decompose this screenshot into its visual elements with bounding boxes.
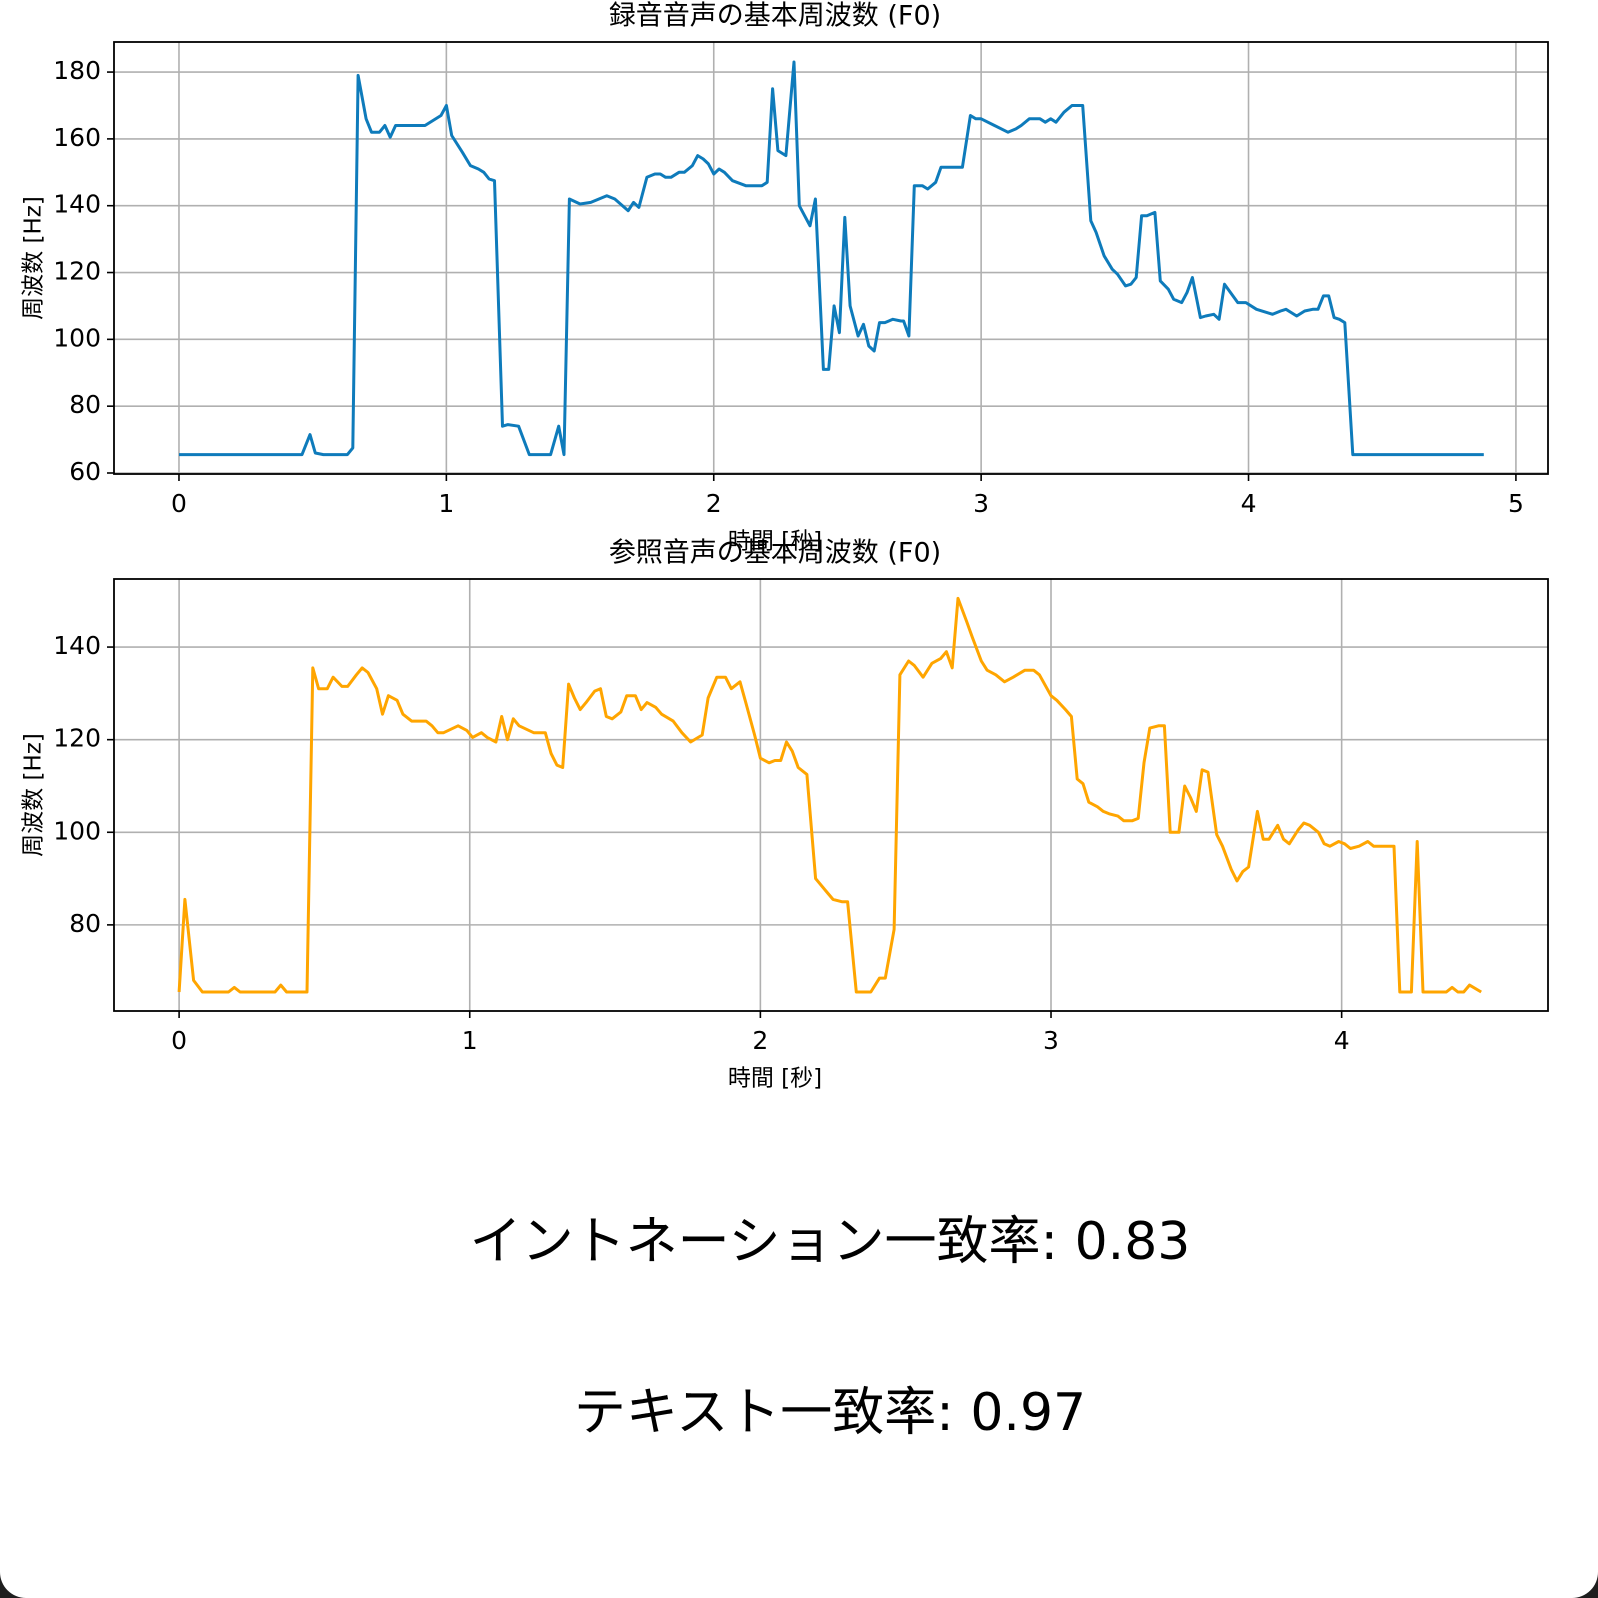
y-tick-label: 80	[69, 909, 101, 938]
y-tick-label: 60	[69, 457, 101, 486]
y-tick-label: 140	[53, 631, 101, 660]
x-tick-label: 4	[1241, 489, 1257, 518]
x-tick-label: 0	[171, 1026, 187, 1055]
y-tick-label: 120	[53, 257, 101, 286]
plot-frame	[113, 578, 1549, 1012]
x-tick-label: 2	[752, 1026, 768, 1055]
y-tick-label: 100	[53, 323, 101, 352]
x-tick-label: 1	[462, 1026, 478, 1055]
intonation-score: イントネーション一致率: 0.83	[470, 1212, 1191, 1272]
x-axis-label: 時間 [秒]	[728, 1066, 822, 1092]
chart-title: 録音音声の基本周波数 (F0)	[609, 1, 941, 32]
f0-line	[179, 60, 1484, 457]
y-tick-label: 160	[53, 123, 101, 152]
y-tick-label: 100	[53, 816, 101, 845]
x-tick-label: 3	[1043, 1026, 1059, 1055]
x-tick-label: 2	[706, 489, 722, 518]
x-tick-label: 4	[1334, 1026, 1350, 1055]
text-score: テキスト一致率: 0.97	[574, 1383, 1086, 1443]
f0-line	[177, 596, 1482, 994]
plot-frame	[113, 41, 1549, 475]
y-axis-label: 周波数 [Hz]	[21, 733, 47, 857]
x-axis-label: 時間 [秒]	[728, 529, 822, 555]
y-tick-label: 80	[69, 390, 101, 419]
y-axis-label: 周波数 [Hz]	[21, 196, 47, 320]
x-tick-label: 0	[171, 489, 187, 518]
y-tick-label: 120	[53, 724, 101, 753]
x-tick-label: 1	[438, 489, 454, 518]
x-tick-label: 5	[1508, 489, 1524, 518]
y-tick-label: 180	[53, 56, 101, 85]
y-tick-label: 140	[53, 190, 101, 219]
chart-title: 参照音声の基本周波数 (F0)	[609, 538, 941, 569]
x-tick-label: 3	[973, 489, 989, 518]
